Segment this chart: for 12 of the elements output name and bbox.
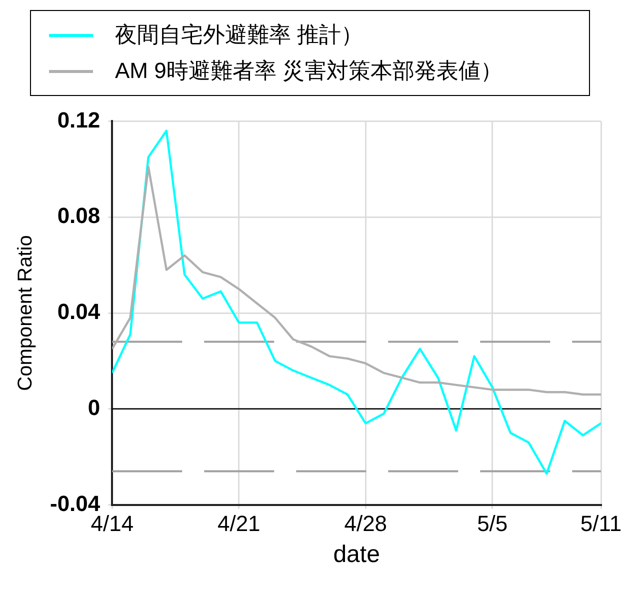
x-tick-label: 5/5 [477, 511, 508, 536]
y-tick-label: 0.04 [57, 299, 101, 324]
y-axis-title: Component Ratio [14, 235, 37, 391]
x-tick-label: 4/21 [217, 511, 260, 536]
x-tick-label: 5/11 [580, 511, 622, 536]
y-tick-label: 0.12 [57, 107, 100, 132]
x-tick-label: 4/28 [344, 511, 388, 536]
y-tick-label: 0 [88, 394, 100, 420]
legend-label: AM 9時避難者率 災害対策本部発表値） [115, 57, 502, 85]
y-tick-label: 0.08 [57, 203, 100, 228]
x-axis-title: date [333, 541, 380, 568]
legend-label: 夜間自宅外避難率 推計） [115, 21, 364, 49]
